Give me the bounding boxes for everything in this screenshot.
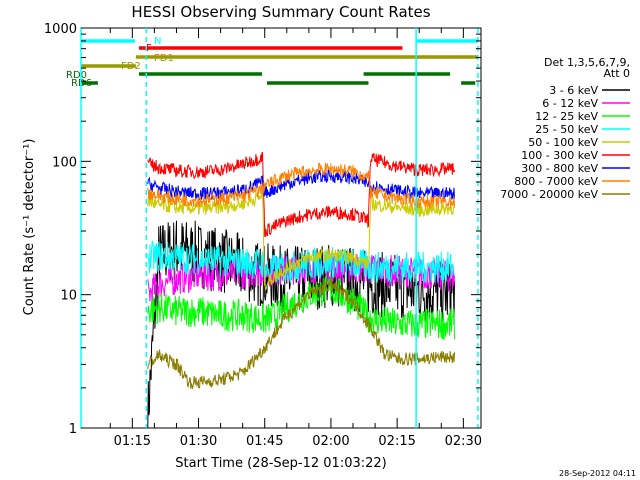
legend-label: 3 - 6 keV	[549, 84, 598, 97]
series-line-3	[147, 275, 455, 341]
y-tick-label: 100	[52, 155, 77, 170]
x-tick-label: 02:15	[378, 434, 415, 449]
series-line-1	[147, 220, 455, 429]
instrument-flags: NFFD1FD2RD0RD6	[66, 36, 478, 89]
legend-label: 800 - 7000 keV	[514, 175, 598, 188]
x-tick-label: 01:30	[180, 434, 217, 449]
x-tick-label: 02:30	[445, 434, 482, 449]
legend-label: 12 - 25 keV	[535, 110, 598, 123]
series-line-8	[147, 162, 455, 209]
x-tick-label: 02:00	[312, 434, 349, 449]
series-line-9	[147, 277, 455, 389]
marker-lines	[80, 28, 479, 428]
legend-label: 300 - 800 keV	[521, 162, 598, 175]
legend-label: 25 - 50 keV	[535, 123, 598, 136]
x-tick-label: 01:15	[114, 434, 151, 449]
series-line-6	[147, 152, 455, 237]
flag-label-n: N	[154, 36, 161, 47]
flag-label-fd2: FD2	[121, 61, 141, 72]
series-line-4	[147, 240, 455, 286]
flag-label-fd1: FD1	[154, 53, 174, 64]
legend-header-line-2: Att 0	[604, 67, 630, 80]
legend-label: 7000 - 20000 keV	[500, 188, 598, 201]
flag-label-f: F	[146, 43, 152, 54]
legend-label: 100 - 300 keV	[521, 149, 598, 162]
x-axis-label: Start Time (28-Sep-12 01:03:22)	[175, 456, 386, 471]
x-tick-label: 01:45	[246, 434, 283, 449]
legend-label: 50 - 100 keV	[528, 136, 598, 149]
footer-timestamp: 28-Sep-2012 04:11	[559, 469, 636, 478]
series-group	[147, 152, 455, 429]
y-tick-label: 10	[60, 289, 77, 304]
chart-title: HESSI Observing Summary Count Rates	[131, 3, 430, 21]
axes: 1 10 100 1000 01:15 01:30 01:45 02:00 02:15 02:30	[44, 22, 482, 449]
y-axis-label: Count Rate (s⁻¹ detector⁻¹)	[22, 139, 37, 316]
plot-frame	[80, 27, 482, 429]
legend-header-line-1: Det 1,3,5,6,7,9,	[544, 56, 630, 69]
series-line-5	[147, 191, 455, 291]
plot-area	[80, 27, 482, 429]
legend-label: 6 - 12 keV	[542, 97, 598, 110]
flag-label-rd0: RD0	[66, 70, 87, 81]
y-tick-label: 1000	[44, 22, 77, 37]
y-tick-label: 1	[69, 422, 77, 437]
